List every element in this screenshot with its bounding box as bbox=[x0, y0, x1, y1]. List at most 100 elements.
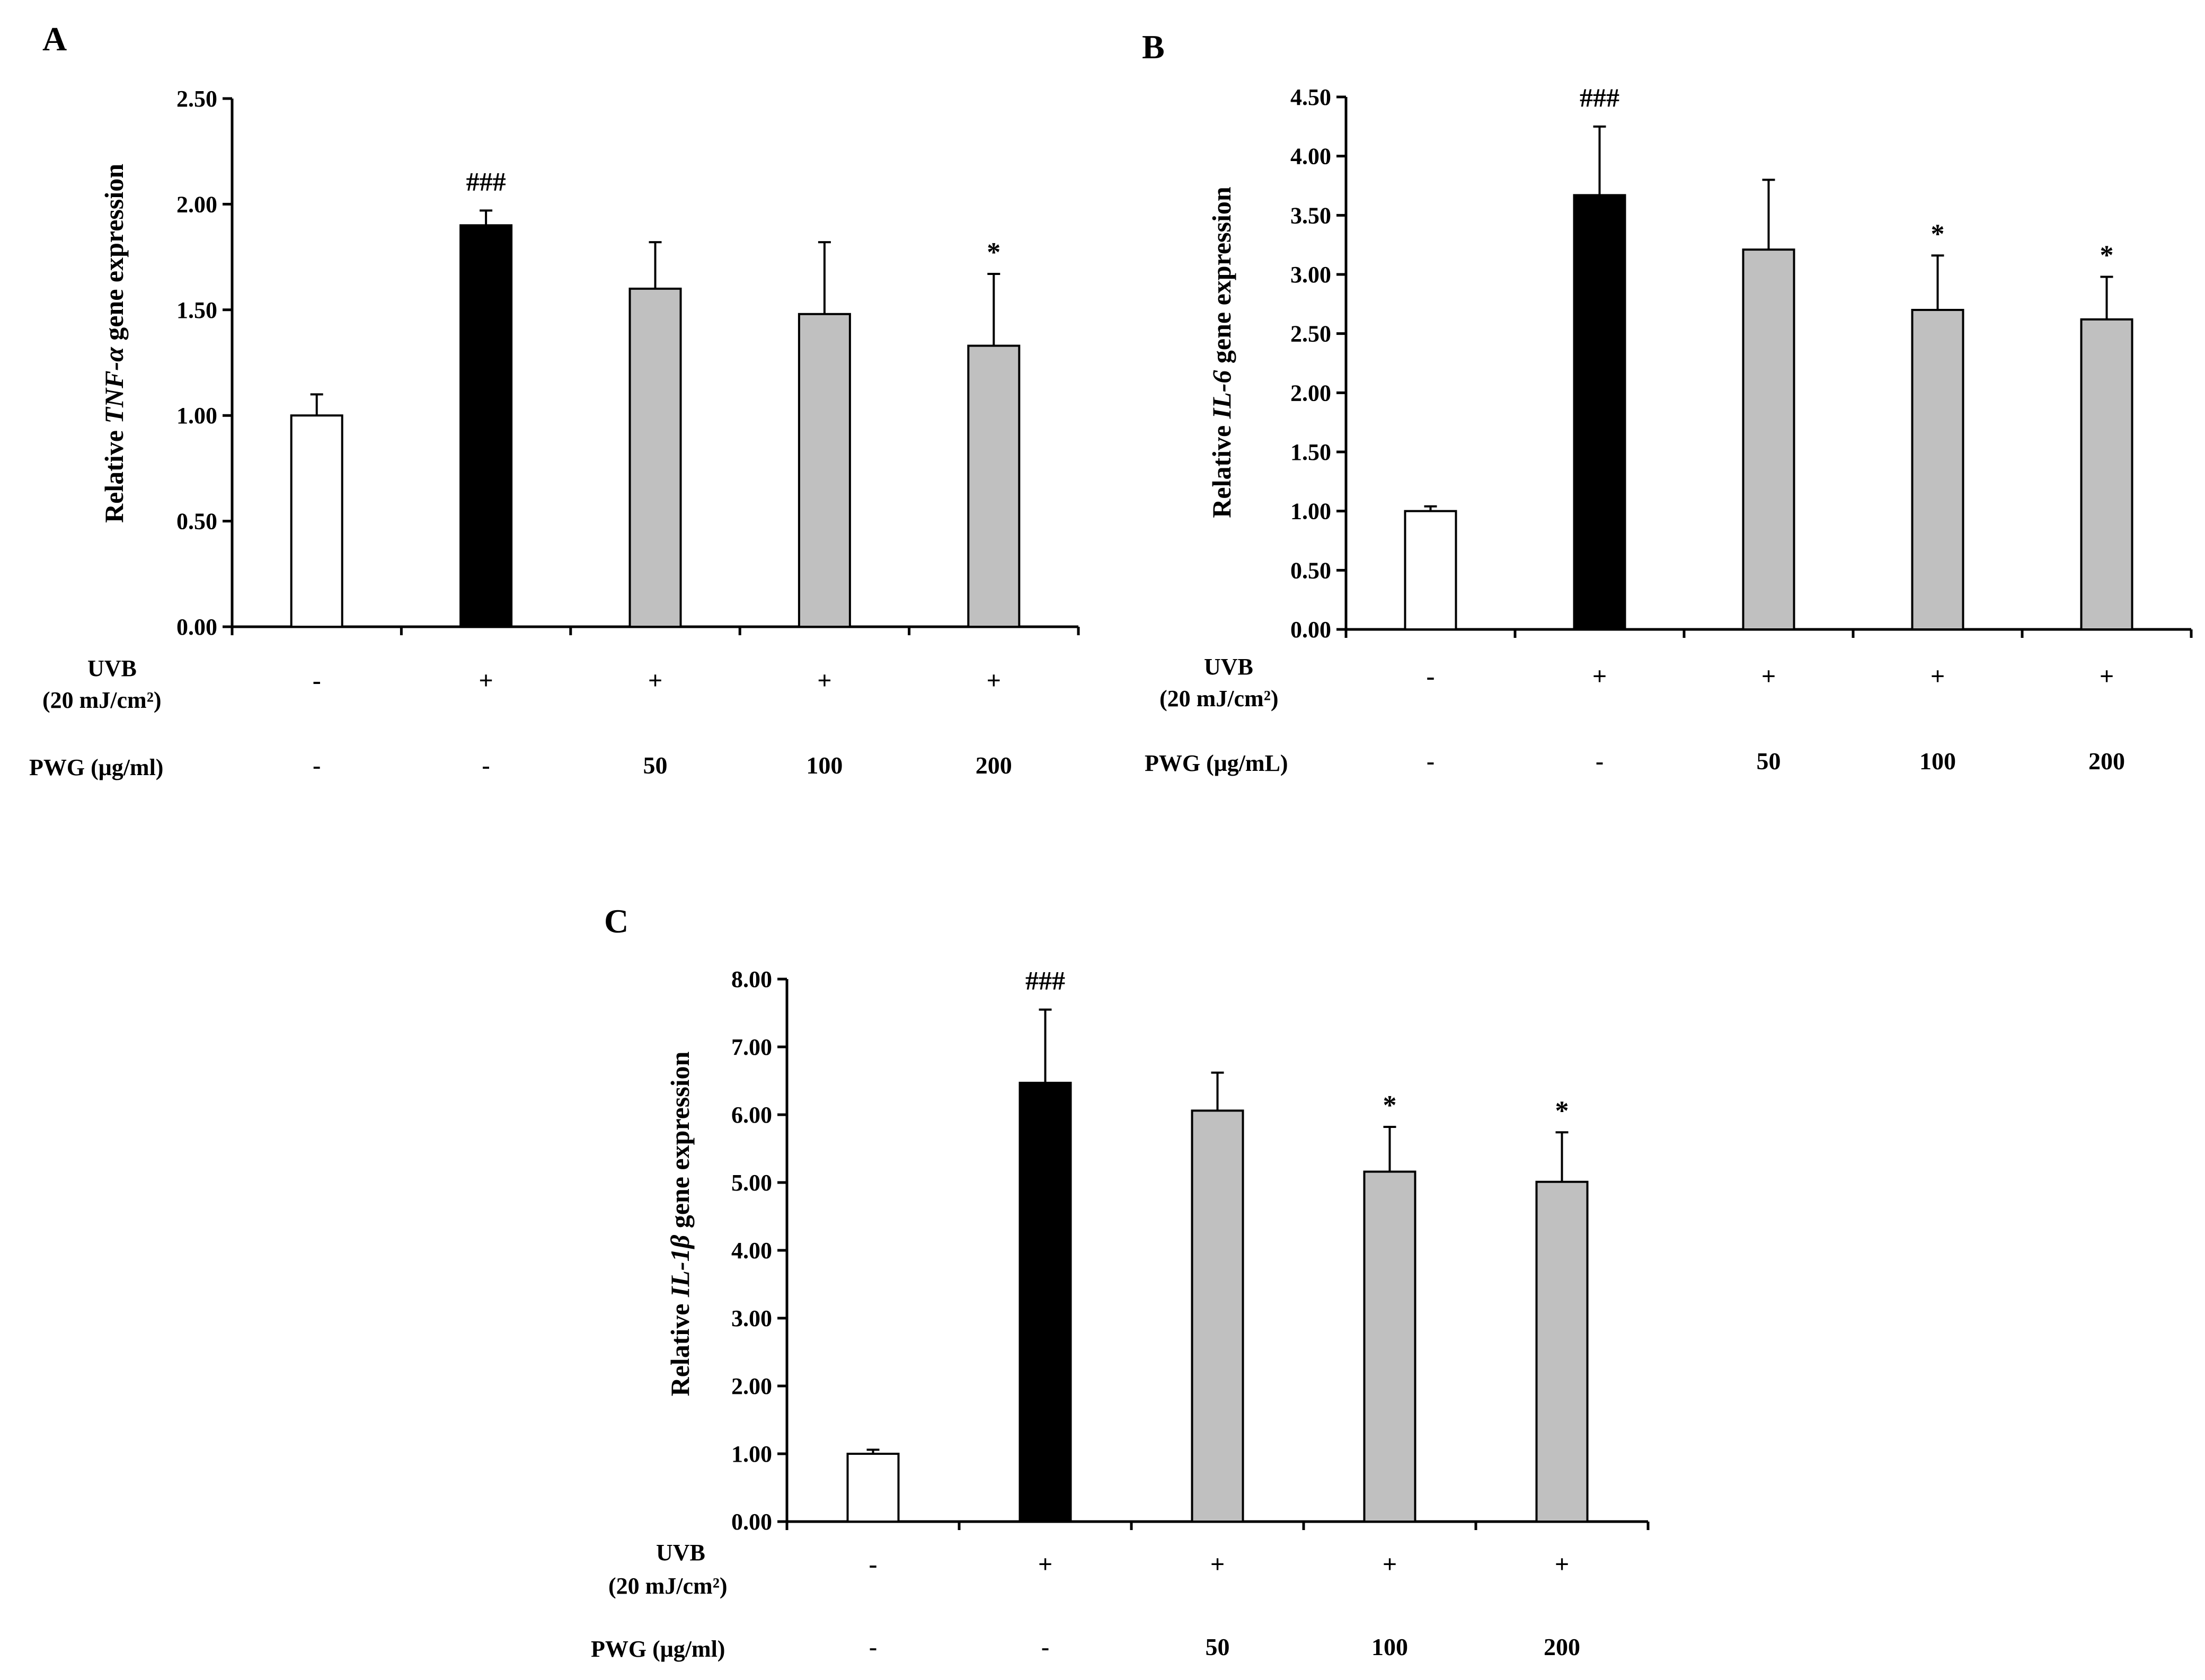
svg-text:Relative IL-6 gene expression: Relative IL-6 gene expression bbox=[1207, 186, 1236, 518]
panel-b-significance-label: * bbox=[2100, 240, 2114, 270]
panel-b-uvb-value: + bbox=[1931, 662, 1945, 690]
panel-c-pwg-value: 50 bbox=[1206, 1633, 1230, 1660]
panel-c-significance-label: ### bbox=[1025, 966, 1065, 995]
panel-a-uvb-dose-label: (20 mJ/cm²) bbox=[42, 687, 162, 713]
panel-b-y-tick-label: 3.50 bbox=[1290, 202, 1331, 228]
panel-a-uvb-label: UVB bbox=[87, 655, 137, 681]
panel-c-bar bbox=[1191, 1109, 1244, 1523]
panel-c-bar bbox=[1363, 1170, 1416, 1523]
panel-b-y-tick-label: 1.00 bbox=[1290, 499, 1331, 525]
panel-a-uvb-value: + bbox=[479, 666, 493, 695]
panel-b: B Relative IL-6 gene expression 0.00 0.50… bbox=[1142, 28, 2193, 776]
panel-b-pwg-value: 100 bbox=[1919, 748, 1956, 775]
panel-b-bar bbox=[1911, 309, 1964, 630]
panel-b-uvb-value: + bbox=[1761, 662, 1776, 690]
panel-c-row-labels: UVB (20 mJ/cm²) PWG (μg/ml) bbox=[591, 1540, 728, 1662]
panel-c-y-tick-label: 3.00 bbox=[731, 1305, 772, 1331]
svg-text:Relative TNF-α gene expression: Relative TNF-α gene expression bbox=[99, 164, 129, 523]
panel-c-y-tick-label: 2.00 bbox=[731, 1373, 772, 1399]
panel-a: A Relative TNF-α gene expression 0.00 0.5… bbox=[29, 20, 1080, 780]
svg-text:Relative IL-1β gene expressio: Relative IL-1β gene expression bbox=[665, 1051, 695, 1396]
panel-b-letter: B bbox=[1142, 28, 1165, 66]
panel-c-ylabel-prefix: Relative bbox=[665, 1297, 695, 1396]
panel-a-pwg-value: 100 bbox=[806, 752, 843, 779]
panel-a-y-tick-label: 0.50 bbox=[176, 509, 217, 535]
panel-c-y-tick-label: 6.00 bbox=[731, 1102, 772, 1128]
panel-a-bar bbox=[798, 313, 851, 628]
panel-a-pwg-value: - bbox=[313, 752, 321, 779]
panel-a-ylabel-prefix: Relative bbox=[99, 424, 129, 523]
panel-c-bar bbox=[846, 1453, 900, 1523]
panel-b-pwg-value: - bbox=[1596, 748, 1604, 775]
panel-b-uvb-value: + bbox=[1592, 662, 1607, 690]
panel-b-y-tick-label: 3.00 bbox=[1290, 262, 1331, 288]
panel-c-y-tick-label: 5.00 bbox=[731, 1170, 772, 1196]
panel-c-pwg-value: - bbox=[869, 1633, 877, 1660]
panel-b-y-tick-label: 1.50 bbox=[1290, 439, 1331, 465]
panel-c-significance-label: * bbox=[1555, 1096, 1569, 1126]
panel-a-y-tick-label: 1.50 bbox=[176, 297, 217, 323]
panel-b-y-tick-label: 2.00 bbox=[1290, 380, 1331, 406]
panel-c-marks: 0.00 1.00 2.00 3.00 4.00 5.00 6.00 7.00 8.00 - - ##… bbox=[731, 966, 1650, 1660]
panel-c-uvb-value: + bbox=[1383, 1550, 1397, 1578]
panel-c-y-tick-label: 4.00 bbox=[731, 1238, 772, 1264]
panel-c-uvb-value: + bbox=[1038, 1550, 1052, 1578]
panel-a-significance-label: * bbox=[987, 237, 1000, 268]
panel-c-y-tick-label: 7.00 bbox=[731, 1034, 772, 1060]
panel-c-letter: C bbox=[604, 902, 628, 940]
panel-b-y-tick-label: 2.50 bbox=[1290, 321, 1331, 347]
panel-b-significance-label: * bbox=[1931, 219, 1945, 249]
panel-b-ylabel-prefix: Relative bbox=[1207, 419, 1236, 518]
panel-b-pwg-label: PWG (μg/mL) bbox=[1145, 750, 1288, 776]
panel-b-bar bbox=[1404, 510, 1457, 631]
panel-c-significance-label: * bbox=[1383, 1090, 1397, 1121]
panel-c-uvb-value: + bbox=[1555, 1550, 1569, 1578]
panel-a-y-tick-label: 0.00 bbox=[176, 614, 217, 640]
panel-b-uvb-value: - bbox=[1427, 662, 1435, 690]
panel-b-ylabel-suffix: gene expression bbox=[1207, 186, 1236, 370]
panel-a-uvb-value: + bbox=[987, 666, 1001, 695]
panel-c-y-axis-label: Relative IL-1β gene expression bbox=[665, 1051, 695, 1396]
panel-a-bar bbox=[967, 344, 1021, 628]
panel-a-y-axis-label: Relative TNF-α gene expression bbox=[99, 164, 129, 523]
panel-a-uvb-value: + bbox=[648, 666, 662, 695]
panel-c-uvb-value: + bbox=[1210, 1550, 1225, 1578]
panel-a-ylabel-gene: TNF-α bbox=[99, 346, 129, 424]
panel-a-pwg-label: PWG (μg/ml) bbox=[29, 754, 163, 780]
panel-b-uvb-label: UVB bbox=[1204, 654, 1253, 680]
panel-b-uvb-value: + bbox=[2100, 662, 2114, 690]
panel-a-pwg-value: 200 bbox=[976, 752, 1012, 779]
panel-c: C Relative IL-1β gene expression 0.00 1.0… bbox=[591, 902, 1650, 1662]
panel-b-ylabel-gene: IL-6 bbox=[1207, 370, 1236, 420]
panel-b-pwg-value: 50 bbox=[1757, 748, 1781, 775]
panel-b-bar bbox=[2080, 318, 2133, 630]
panel-a-y-tick-label: 2.00 bbox=[176, 191, 217, 217]
panel-a-bar bbox=[459, 224, 513, 628]
panel-a-uvb-value: - bbox=[313, 666, 321, 695]
panel-c-y-tick-label: 1.00 bbox=[731, 1441, 772, 1467]
panel-c-bar bbox=[1535, 1180, 1589, 1523]
panel-c-y-tick-label: 0.00 bbox=[731, 1509, 772, 1535]
panel-a-ylabel-suffix: gene expression bbox=[99, 164, 129, 347]
panel-b-y-tick-label: 4.00 bbox=[1290, 144, 1331, 170]
panel-c-pwg-value: - bbox=[1041, 1633, 1049, 1660]
panel-c-pwg-label: PWG (μg/ml) bbox=[591, 1636, 725, 1662]
panel-a-bar bbox=[290, 414, 343, 628]
panel-c-ylabel-suffix: gene expression bbox=[665, 1051, 695, 1234]
panel-c-pwg-value: 100 bbox=[1371, 1633, 1408, 1660]
panel-a-pwg-value: 50 bbox=[643, 752, 668, 779]
panel-b-pwg-value: 200 bbox=[2088, 748, 2125, 775]
panel-a-significance-label: ### bbox=[466, 166, 506, 196]
panel-a-bar bbox=[628, 287, 682, 628]
panel-b-y-tick-label: 0.00 bbox=[1290, 617, 1331, 643]
panel-a-pwg-value: - bbox=[482, 752, 490, 779]
panel-c-uvb-label: UVB bbox=[656, 1540, 705, 1566]
panel-c-y-tick-label: 8.00 bbox=[731, 966, 772, 992]
panel-b-uvb-dose-label: (20 mJ/cm²) bbox=[1159, 686, 1279, 712]
panel-a-y-tick-label: 1.00 bbox=[176, 403, 217, 429]
panel-b-pwg-value: - bbox=[1427, 748, 1434, 775]
panel-b-y-axis-label: Relative IL-6 gene expression bbox=[1207, 186, 1236, 518]
panel-b-bar bbox=[1742, 248, 1795, 631]
panel-a-y-tick-label: 2.50 bbox=[176, 86, 217, 112]
